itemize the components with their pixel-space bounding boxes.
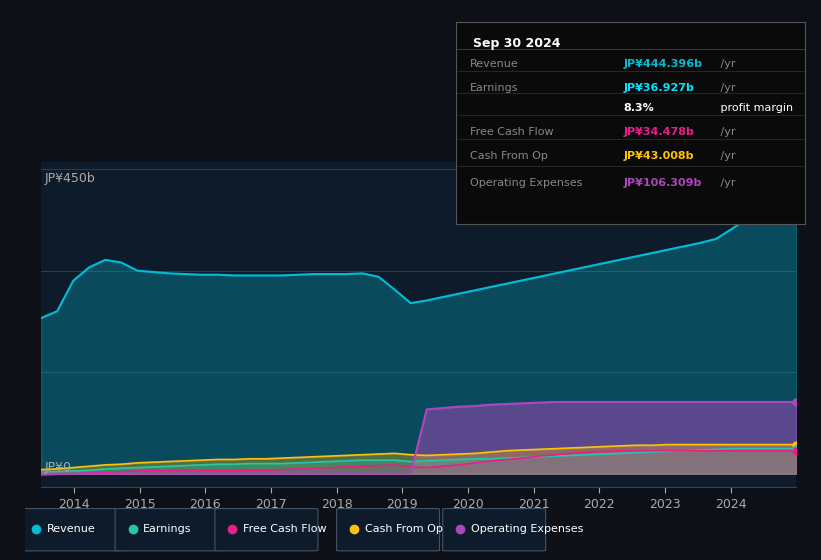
Text: Cash From Op: Cash From Op (470, 151, 548, 161)
Text: /yr: /yr (718, 127, 736, 137)
FancyBboxPatch shape (215, 508, 318, 551)
Text: Operating Expenses: Operating Expenses (470, 178, 582, 188)
FancyBboxPatch shape (443, 508, 546, 551)
Text: Free Cash Flow: Free Cash Flow (470, 127, 553, 137)
Text: /yr: /yr (718, 151, 736, 161)
Text: 8.3%: 8.3% (623, 103, 654, 113)
Text: /yr: /yr (718, 178, 736, 188)
Text: /yr: /yr (718, 59, 736, 69)
Text: profit margin: profit margin (718, 103, 793, 113)
Text: Revenue: Revenue (470, 59, 518, 69)
Text: JP¥450b: JP¥450b (45, 172, 95, 185)
FancyBboxPatch shape (337, 508, 439, 551)
Text: Free Cash Flow: Free Cash Flow (243, 524, 327, 534)
Text: Operating Expenses: Operating Expenses (470, 524, 583, 534)
FancyBboxPatch shape (115, 508, 218, 551)
Text: JP¥106.309b: JP¥106.309b (623, 178, 701, 188)
Text: Sep 30 2024: Sep 30 2024 (473, 36, 561, 49)
Text: JP¥34.478b: JP¥34.478b (623, 127, 694, 137)
Text: Earnings: Earnings (143, 524, 191, 534)
Text: Cash From Op: Cash From Op (365, 524, 443, 534)
Text: Earnings: Earnings (470, 83, 518, 93)
Text: JP¥36.927b: JP¥36.927b (623, 83, 694, 93)
Text: Revenue: Revenue (47, 524, 95, 534)
Text: JP¥0: JP¥0 (45, 461, 71, 474)
Text: /yr: /yr (718, 83, 736, 93)
FancyBboxPatch shape (18, 508, 122, 551)
Text: JP¥43.008b: JP¥43.008b (623, 151, 694, 161)
Text: JP¥444.396b: JP¥444.396b (623, 59, 702, 69)
